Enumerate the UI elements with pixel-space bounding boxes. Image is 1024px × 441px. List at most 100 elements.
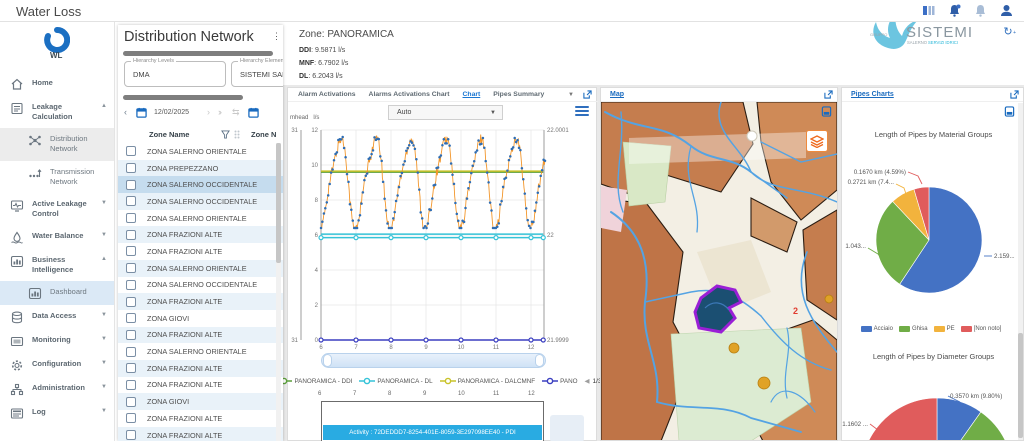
zone-row[interactable]: ZONA FRAZIONI ALTE <box>118 293 283 310</box>
zone-row[interactable]: ZONA FRAZIONI ALTE <box>118 243 283 260</box>
sidebar-item-data-access[interactable]: Data Access▼ <box>0 305 114 329</box>
pie-legend-item[interactable]: Ghisa <box>899 326 928 332</box>
zone-row[interactable]: ZONA SALERNO ORIENTALE <box>118 210 283 227</box>
zone-row[interactable]: ZONA SALERNO ORIENTALE <box>118 343 283 360</box>
tab-alarms-activations-chart[interactable]: Alarms Activations Chart <box>369 91 450 98</box>
pie-legend-item[interactable]: PE <box>934 326 955 332</box>
horizontal-scrollbar[interactable] <box>123 51 273 56</box>
prev-day-icon[interactable]: ‹ <box>124 107 127 117</box>
sidebar-item-water-balance[interactable]: Water Balance▼ <box>0 225 114 249</box>
date-range-icon[interactable]: ⇆ <box>232 107 240 118</box>
map-asset-marker[interactable] <box>825 295 833 303</box>
zone-list-scroll-thumb[interactable] <box>276 143 281 263</box>
sidebar-item-configuration[interactable]: Configuration▼ <box>0 353 114 377</box>
zone-checkbox[interactable] <box>126 146 136 156</box>
tabs-caret-icon[interactable]: ▼ <box>568 92 574 98</box>
zone-row[interactable]: ZONA SALERNO OCCIDENTALE <box>118 193 283 210</box>
zone-checkbox[interactable] <box>126 230 136 240</box>
zone-row[interactable]: ZONA SALERNO ORIENTALE <box>118 260 283 277</box>
zone-row[interactable]: ZONA FRAZIONI ALTE <box>118 377 283 394</box>
zone-checkbox[interactable] <box>126 263 136 273</box>
zone-list-scrollbar[interactable] <box>276 143 281 441</box>
zone-row[interactable]: ZONA FRAZIONI ALTE <box>118 427 283 441</box>
zone-row[interactable]: ZONA SALERNO OCCIDENTALE <box>118 176 283 193</box>
calendar-picker-icon[interactable] <box>248 107 259 118</box>
caret-up-icon[interactable]: ▲ <box>101 103 107 109</box>
zone-refresh-icon[interactable]: ↻+ <box>1000 25 1016 41</box>
zone-row[interactable]: ZONA FRAZIONI ALTE <box>118 410 283 427</box>
zone-row[interactable]: ZONA GIOVI <box>118 310 283 327</box>
zone-checkbox[interactable] <box>126 347 136 357</box>
activity-bar[interactable]: Activity : 72DEDDD7-8254-401E-8059-3E297… <box>323 425 542 440</box>
zone-row[interactable]: ZONA FRAZIONI ALTE <box>118 226 283 243</box>
alarm-bell-icon[interactable] <box>973 3 988 18</box>
zone-row[interactable]: ZONA SALERNO ORIENTALE <box>118 143 283 160</box>
pie-legend-item[interactable]: [Non noto] <box>961 326 1002 332</box>
legend-item[interactable]: PANORAMICA - DL <box>359 377 432 385</box>
notifications-bell-icon[interactable] <box>947 3 962 18</box>
legend-prev-icon[interactable]: ◀ <box>585 377 590 385</box>
sidebar-item-log[interactable]: Log▼ <box>0 401 114 425</box>
zone-checkbox[interactable] <box>126 196 136 206</box>
drag-handle-icon[interactable] <box>234 130 240 139</box>
horizontal-scrollbar-2[interactable] <box>123 95 243 100</box>
tab-pipes-summary[interactable]: Pipes Summary <box>493 91 544 98</box>
next-day-icon[interactable]: › <box>207 107 210 117</box>
sidebar-item-distribution-network[interactable]: Distribution Network <box>0 128 114 160</box>
pipes-charts-link[interactable]: Pipes Charts <box>851 91 894 98</box>
zone-row[interactable]: ZONA FRAZIONI ALTE <box>118 360 283 377</box>
chart-menu-icon[interactable] <box>575 106 589 117</box>
sidebar-item-leakage-calculation[interactable]: Leakage Calculation▲ <box>0 96 114 128</box>
zone-row[interactable]: ZONA PREPEZZANO <box>118 160 283 177</box>
sidebar-item-monitoring[interactable]: Monitoring▼ <box>0 329 114 353</box>
columns-icon[interactable] <box>921 3 936 18</box>
zone-checkbox[interactable] <box>126 213 136 223</box>
pipes-scrollbar[interactable] <box>1018 103 1023 441</box>
sidebar-item-administration[interactable]: Administration▼ <box>0 377 114 401</box>
map-asset-marker[interactable] <box>758 377 770 389</box>
legend-item[interactable]: PANORAMICA - DALCMNF <box>440 377 536 385</box>
zone-checkbox[interactable] <box>126 380 136 390</box>
map-link[interactable]: Map <box>610 91 624 98</box>
calendar-icon[interactable] <box>136 107 147 118</box>
sidebar-item-business-intelligence[interactable]: Business Intelligence▲ <box>0 249 114 281</box>
caret-up-icon[interactable]: ▲ <box>101 256 107 262</box>
column-zone-name[interactable]: Zone Name <box>149 130 189 139</box>
map-marker-2[interactable]: 2 <box>793 306 798 316</box>
zone-checkbox[interactable] <box>126 363 136 373</box>
current-date[interactable]: 12/02/2025 <box>154 109 189 116</box>
zone-checkbox[interactable] <box>126 330 136 340</box>
chart-external-link-icon[interactable] <box>583 90 592 99</box>
caret-down-icon[interactable]: ▼ <box>101 232 107 238</box>
zone-checkbox[interactable] <box>126 180 136 190</box>
activity-side-scroll[interactable] <box>550 415 584 441</box>
pipes-scroll-thumb[interactable] <box>1018 333 1023 438</box>
chart-range-slider[interactable] <box>321 353 546 368</box>
sidebar-item-dashboard[interactable]: Dashboard <box>0 281 114 305</box>
caret-down-icon[interactable]: ▼ <box>101 384 107 390</box>
zone-checkbox[interactable] <box>126 413 136 423</box>
map-layers-button[interactable] <box>806 130 828 152</box>
slider-handle-right[interactable] <box>535 354 544 367</box>
legend-item[interactable]: PANO <box>542 377 577 385</box>
tab-chart[interactable]: Chart <box>463 91 481 98</box>
caret-down-icon[interactable]: ▼ <box>101 200 107 206</box>
pipes-external-link-icon[interactable] <box>1010 90 1019 99</box>
map-external-link-icon[interactable] <box>824 90 833 99</box>
column-zone-n[interactable]: Zone N <box>251 130 276 139</box>
caret-down-icon[interactable]: ▼ <box>101 336 107 342</box>
zone-checkbox[interactable] <box>126 397 136 407</box>
pipes-export-png-icon[interactable] <box>1004 106 1015 117</box>
account-icon[interactable] <box>999 3 1014 18</box>
map-export-png-icon[interactable] <box>821 106 832 117</box>
caret-down-icon[interactable]: ▼ <box>101 360 107 366</box>
chart-mode-select[interactable]: Auto ▼ <box>388 105 503 120</box>
map-asset-marker[interactable] <box>729 343 739 353</box>
sidebar-item-transmission-network[interactable]: Transmission Network <box>0 161 114 193</box>
hierarchy-element-field[interactable]: Hierarchy Element SISTEMI SAL <box>231 61 283 87</box>
zone-checkbox[interactable] <box>126 313 136 323</box>
slider-handle-left[interactable] <box>323 354 332 367</box>
zone-checkbox[interactable] <box>126 280 136 290</box>
zone-checkbox[interactable] <box>126 163 136 173</box>
zone-row[interactable]: ZONA FRAZIONI ALTE <box>118 327 283 344</box>
